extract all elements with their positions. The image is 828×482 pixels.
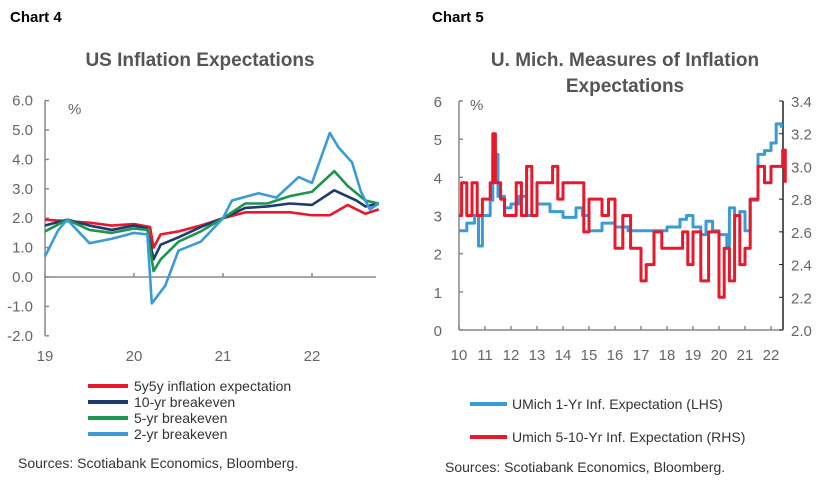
source-note: Sources: Scotiabank Economics, Bloomberg… [445,459,725,475]
chart4-header: Chart 4 [10,9,62,26]
y-tick-label: 4 [434,170,442,187]
y-unit-label: % [68,101,81,118]
series-line-4 [43,131,380,305]
x-tick-label: 15 [581,347,598,364]
y-tick-label: 3.0 [12,181,33,198]
x-tick-label: 10 [451,347,468,364]
y2-tick-label: 2.6 [791,225,812,242]
x-tick-label: 21 [215,348,232,365]
y-tick-label: 6.0 [12,93,33,110]
chart5-header: Chart 5 [432,9,484,26]
x-tick-label: 19 [37,348,54,365]
chart5-title-line1: U. Mich. Measures of Inflation [491,50,759,71]
y2-tick-label: 3.4 [791,94,812,111]
y-tick-label: 2 [434,247,442,264]
legend-label: 5y5y inflation expectation [134,378,291,394]
x-tick-label: 22 [763,347,780,364]
x-tick-label: 16 [607,347,624,364]
y-tick-label: -2.0 [7,328,33,345]
legend-label: Umich 5-10-Yr Inf. Expectation (RHS) [512,429,745,445]
x-tick-label: 11 [477,347,493,364]
x-tick-label: 18 [659,347,676,364]
source-note: Sources: Scotiabank Economics, Bloomberg… [18,455,298,471]
legend-label: 10-yr breakeven [134,394,235,410]
y-tick-label: 6 [434,94,442,111]
series-line-1 [459,122,783,248]
series-line-3 [44,169,380,273]
x-tick-label: 13 [529,347,546,364]
y-tick-label: 5 [434,132,442,149]
x-tick-label: 22 [304,348,321,365]
legend-label: 2-yr breakeven [134,426,227,442]
x-tick-label: 19 [685,347,702,364]
y-tick-label: 0.0 [12,269,33,286]
y2-tick-label: 3.0 [791,159,812,176]
legend-label: UMich 1-Yr Inf. Expectation (LHS) [512,396,723,412]
y-tick-label: 5.0 [12,122,33,139]
x-tick-label: 17 [633,347,650,364]
chart4-title: US Inflation Expectations [85,50,314,71]
series-line-2 [459,132,787,299]
y2-tick-label: 3.2 [791,127,812,144]
chart4-plot: 6.0 5.0 4.0 3.0 2.0 1.0 0.0 -1.0 -2.019 20 21 22% 5y… [7,93,380,471]
y-tick-label: 3 [434,209,442,226]
y-tick-label: 0 [434,323,442,340]
x-tick-label: 20 [126,348,143,365]
y-unit-label: % [470,97,483,114]
legend-label: 5-yr breakeven [134,410,227,426]
y-tick-label: -1.0 [7,298,33,315]
x-tick-label: 21 [737,347,754,364]
x-tick-label: 20 [711,347,728,364]
x-tick-label: 14 [555,347,572,364]
chart5-title-line2: Expectations [566,76,684,97]
y-tick-label: 1 [434,285,442,302]
y-tick-label: 4.0 [12,151,33,168]
series-line-2 [44,188,380,261]
y-tick-label: 2.0 [12,210,33,227]
y2-tick-label: 2.8 [791,192,812,209]
x-tick-label: 12 [503,347,520,364]
y-tick-label: 1.0 [12,240,33,257]
y2-tick-label: 2.4 [791,258,812,275]
y2-tick-label: 2.2 [791,290,812,307]
y2-tick-label: 2.0 [791,323,812,340]
